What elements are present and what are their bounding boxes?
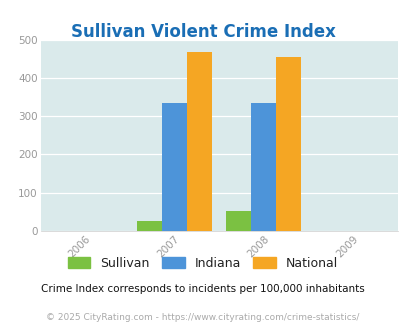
Text: Crime Index corresponds to incidents per 100,000 inhabitants: Crime Index corresponds to incidents per… (41, 284, 364, 294)
Bar (187, 52, 211, 231)
Bar (137, 221, 162, 231)
Text: © 2025 CityRating.com - https://www.cityrating.com/crime-statistics/: © 2025 CityRating.com - https://www.city… (46, 313, 359, 322)
Bar (226, 211, 251, 231)
Bar (251, 103, 276, 231)
Bar (162, 103, 187, 231)
Legend: Sullivan, Indiana, National: Sullivan, Indiana, National (63, 252, 342, 275)
Bar (276, 57, 301, 231)
Text: Sullivan Violent Crime Index: Sullivan Violent Crime Index (70, 23, 335, 41)
